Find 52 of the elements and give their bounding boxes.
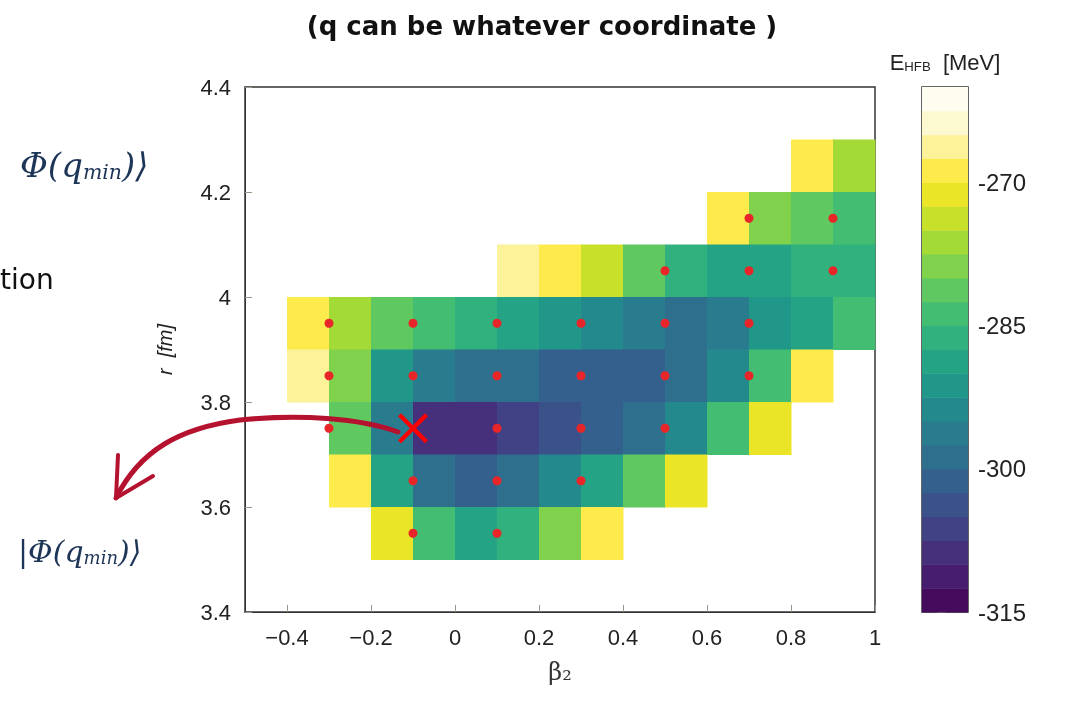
y-tick-label: 3.8 [200,389,231,415]
x-tick-label: −0.4 [265,624,309,650]
color-bar-title: EHFB [MeV] [889,49,1001,75]
point [744,318,754,328]
text: Φ(qmin)⟩ [20,145,149,185]
point [408,528,418,538]
y-axis-title: r [fm] [154,323,176,376]
point [576,423,586,433]
x-tick-label: 1 [868,624,882,650]
point [576,318,586,328]
x-tick-label: 0.8 [775,624,807,650]
x-tick-label: −0.2 [349,624,393,650]
point [408,318,418,328]
y-tick-label: 4.2 [200,179,231,205]
point [828,213,838,223]
y-tick-label: 3.4 [200,599,231,625]
x-tick-label: 0.6 [691,624,723,650]
y-tick-label: 3.6 [200,494,231,520]
point [660,318,670,328]
point [324,318,334,328]
x-tick-label: 0.4 [607,624,639,650]
text: tion [0,262,54,296]
point [828,266,838,276]
point [324,371,334,381]
point [492,371,502,381]
point [408,371,418,381]
point [492,476,502,486]
point [576,476,586,486]
point [398,413,428,444]
point [660,266,670,276]
text: |Φ(qmin)⟩ [18,533,142,569]
chart-title: (q can be whatever coordinate ) [306,11,778,41]
y-tick-label: 4.4 [200,74,231,100]
point [408,476,418,486]
point [660,371,670,381]
point [492,318,502,328]
point [492,423,502,433]
point [744,266,754,276]
color-bar-label: -285 [978,312,1027,340]
y-tick-label: 4 [218,284,231,310]
point [660,423,670,433]
x-tick-label: 0.2 [523,624,555,650]
point [324,423,334,433]
color-bar-label: -315 [978,598,1027,626]
point [576,371,586,381]
point [744,213,754,223]
point [492,528,502,538]
color-bar-label: -300 [978,455,1027,483]
x-tick-label: 0 [448,624,462,650]
color-bar-label: -270 [978,168,1027,196]
x-axis-title: β₂ [548,658,572,686]
point [744,371,754,381]
